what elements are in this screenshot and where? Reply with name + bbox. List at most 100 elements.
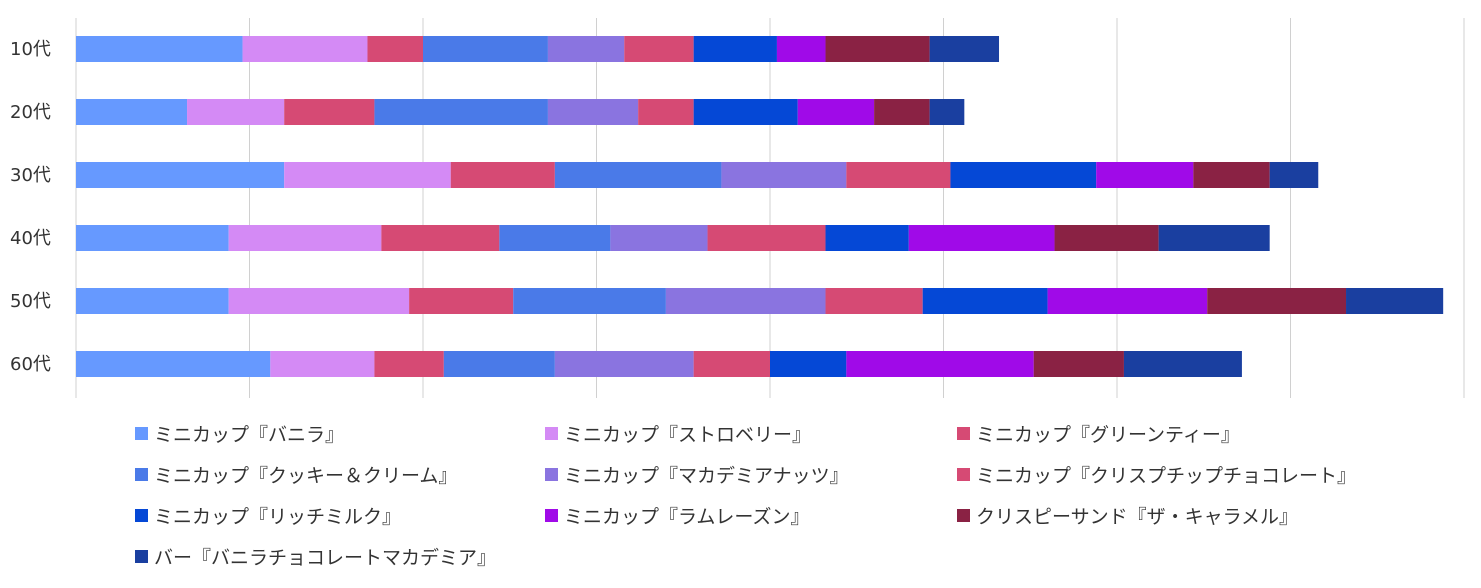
legend-swatch <box>135 509 148 522</box>
stacked-bar-chart: 10代 20代 30代 40代 50代 60代 <box>10 18 1465 398</box>
legend-label: ミニカップ『グリーンティー』 <box>976 424 1240 446</box>
bar-segment <box>547 99 639 125</box>
bar-segment <box>76 288 229 314</box>
bar-segment <box>665 288 826 314</box>
legend-swatch <box>545 468 558 481</box>
legend-item: ミニカップ『クッキー＆クリーム』 <box>135 461 457 488</box>
legend-label: ミニカップ『マカデミアナッツ』 <box>564 465 849 487</box>
legend-swatch <box>135 468 148 481</box>
legend-item: ミニカップ『クリスプチップチョコレート』 <box>957 461 1356 488</box>
bar-segment <box>76 351 271 377</box>
bar-segment <box>874 99 930 125</box>
bar-segment <box>554 162 722 188</box>
y-tick-label: 60代 <box>10 354 51 375</box>
legend-swatch <box>957 509 970 522</box>
bar-segment <box>1207 288 1347 314</box>
legend-label: バー『バニラチョコレートマカデミア』 <box>154 547 497 569</box>
legend-item: ミニカップ『リッチミルク』 <box>135 502 401 529</box>
y-axis-labels: 10代 20代 30代 40代 50代 60代 <box>10 39 51 375</box>
y-tick-label: 50代 <box>10 291 51 312</box>
bar-segment <box>1269 162 1319 188</box>
bar-segment <box>1158 225 1270 251</box>
bar-segment <box>409 288 514 314</box>
bar-segment <box>1346 288 1444 314</box>
bar-segment <box>825 225 909 251</box>
bar-segment <box>1054 225 1159 251</box>
bar-segment <box>499 225 611 251</box>
bar-segment <box>950 162 1097 188</box>
bar-segment <box>423 36 548 62</box>
legend-label: ミニカップ『ラムレーズン』 <box>564 506 810 528</box>
bar-segment <box>929 36 1000 62</box>
legend-swatch <box>545 427 558 440</box>
bar-segment <box>1033 351 1124 377</box>
legend-item: クリスピーサンド『ザ・キャラメル』 <box>957 502 1298 529</box>
gridlines <box>75 18 1465 398</box>
legend-swatch <box>957 427 970 440</box>
legend-item: ミニカップ『ラムレーズン』 <box>545 502 809 529</box>
legend-item: ミニカップ『ストロベリー』 <box>545 420 811 447</box>
legend-label: クリスピーサンド『ザ・キャラメル』 <box>976 506 1299 528</box>
bar-series <box>76 36 1444 377</box>
bar-segment <box>443 351 555 377</box>
bar-segment <box>547 36 625 62</box>
bar-segment <box>284 99 375 125</box>
legend-swatch <box>135 550 148 563</box>
bar-segment <box>76 99 188 125</box>
bar-segment <box>284 162 451 188</box>
bar-segment <box>693 351 770 377</box>
bar-segment <box>242 36 368 62</box>
bar-segment <box>450 162 555 188</box>
legend-item: バー『バニラチョコレートマカデミア』 <box>135 543 496 570</box>
legend-label: ミニカップ『バニラ』 <box>154 424 345 446</box>
legend-label: ミニカップ『クリスプチップチョコレート』 <box>976 465 1357 487</box>
legend-item: ミニカップ『マカデミアナッツ』 <box>545 461 849 488</box>
bar-segment <box>374 99 548 125</box>
bar-segment <box>693 99 798 125</box>
bar-segment <box>721 162 847 188</box>
legend-item: ミニカップ『バニラ』 <box>135 420 344 447</box>
bar-segment <box>908 225 1055 251</box>
bar-segment <box>381 225 500 251</box>
bar-segment <box>1047 288 1208 314</box>
legend-label: ミニカップ『ストロベリー』 <box>564 424 812 446</box>
bar-segment <box>922 288 1048 314</box>
bar-segment <box>638 99 694 125</box>
bar-segment <box>693 36 777 62</box>
bar-segment <box>367 36 423 62</box>
bar-segment <box>776 36 826 62</box>
bar-segment <box>1096 162 1194 188</box>
bar-segment <box>187 99 285 125</box>
bar-segment <box>825 288 923 314</box>
bar-segment <box>76 36 243 62</box>
bar-segment <box>929 99 965 125</box>
bar-segment <box>846 162 951 188</box>
bar-segment <box>846 351 1034 377</box>
legend-item: ミニカップ『グリーンティー』 <box>957 420 1240 447</box>
bar-segment <box>770 351 847 377</box>
bar-segment <box>707 225 826 251</box>
legend-swatch <box>545 509 558 522</box>
bar-segment <box>228 288 410 314</box>
y-tick-label: 30代 <box>10 165 51 186</box>
bar-segment <box>610 225 708 251</box>
bar-segment <box>1123 351 1242 377</box>
legend-label: ミニカップ『リッチミルク』 <box>154 506 402 528</box>
bar-segment <box>797 99 875 125</box>
legend-label: ミニカップ『クッキー＆クリーム』 <box>154 465 458 487</box>
bar-segment <box>270 351 375 377</box>
bar-segment <box>624 36 694 62</box>
bar-segment <box>1193 162 1270 188</box>
bar-segment <box>228 225 382 251</box>
legend-swatch <box>957 468 970 481</box>
bar-segment <box>554 351 694 377</box>
bar-segment <box>76 162 285 188</box>
bar-segment <box>76 225 229 251</box>
bar-segment <box>825 36 930 62</box>
y-tick-label: 20代 <box>10 102 51 123</box>
y-tick-label: 10代 <box>10 39 51 60</box>
bar-segment <box>374 351 444 377</box>
bar-segment <box>513 288 666 314</box>
legend-swatch <box>135 427 148 440</box>
y-tick-label: 40代 <box>10 228 51 249</box>
